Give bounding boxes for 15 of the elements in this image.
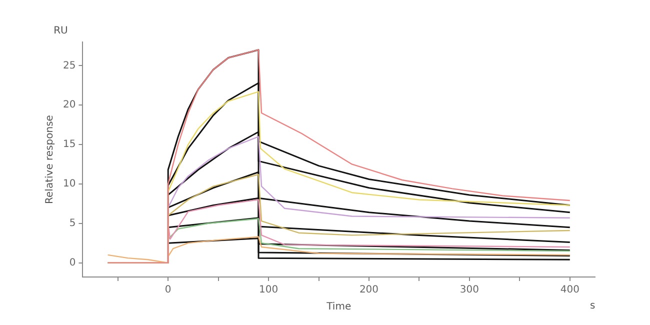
text: RU [54, 26, 68, 37]
y-tick-label: 10 [62, 178, 76, 190]
y-axis-title: Relative response [44, 115, 56, 204]
x-tick-label: 400 [560, 284, 580, 296]
y-tick-label: 20 [62, 100, 76, 111]
y-tick-label: 25 [62, 60, 76, 72]
x-tick-label: 200 [359, 284, 379, 296]
text: s [590, 300, 596, 312]
x-tick-label: 300 [460, 284, 479, 296]
y-tick-label: 15 [62, 139, 76, 150]
y-tick-label: 0 [69, 257, 76, 268]
y-tick-label: 5 [69, 218, 76, 229]
x-tick-label: 100 [259, 284, 278, 296]
x-axis-title: Time [326, 302, 352, 313]
x-tick-label: 0 [164, 284, 172, 296]
